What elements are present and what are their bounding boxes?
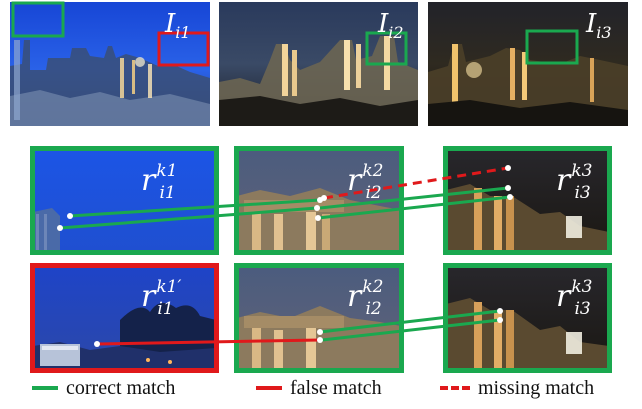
top-image-3-label: Ii3 xyxy=(585,9,612,42)
top-image-1-label: Ii1 xyxy=(164,9,191,42)
keypoint xyxy=(57,225,63,231)
row1-patch-2-label: rk2 i2 xyxy=(347,161,383,203)
keypoint xyxy=(94,341,100,347)
top-image-2 xyxy=(219,2,418,126)
correct-match-line xyxy=(59,206,318,230)
top-image-3 xyxy=(428,2,628,126)
correct-match-line xyxy=(317,195,511,220)
correct-match-line xyxy=(319,186,509,210)
keypoint xyxy=(321,195,327,201)
keypoint xyxy=(317,337,323,343)
row2-patch-1-label: rk1′ i1 xyxy=(141,277,181,319)
keypoint xyxy=(497,317,503,323)
legend-missing: missing match xyxy=(440,373,594,403)
keypoint xyxy=(507,194,513,200)
top-image-1 xyxy=(10,1,210,126)
row1-patch-1 xyxy=(30,146,219,255)
keypoint xyxy=(505,165,511,171)
row1-patch-1-label: rk1 i1 xyxy=(141,161,177,203)
keypoint xyxy=(497,308,503,314)
legend-swatch-correct xyxy=(32,386,58,390)
legend-label-missing: missing match xyxy=(478,376,595,399)
legend-label-correct: correct match xyxy=(66,376,176,399)
row2-patch-1 xyxy=(30,263,219,373)
legend-swatch-missing xyxy=(440,386,470,390)
row2-patch-3-label: rk3 i3 xyxy=(556,277,592,319)
false-region-box xyxy=(157,31,210,67)
correct-match-line xyxy=(319,309,501,334)
missing-match-line xyxy=(323,166,509,200)
keypoint xyxy=(315,215,321,221)
keypoint xyxy=(67,213,73,219)
keypoint xyxy=(317,329,323,335)
row1-patch-3-label: rk3 i3 xyxy=(556,161,592,203)
correct-region-box xyxy=(525,29,579,65)
keypoint xyxy=(505,185,511,191)
correct-match-line xyxy=(321,318,501,342)
legend-swatch-false xyxy=(256,386,282,390)
correct-region-box xyxy=(365,31,408,66)
legend-false: false match xyxy=(256,373,382,403)
legend-label-false: false match xyxy=(290,376,382,399)
row2-patch-2-label: rk2 i2 xyxy=(347,277,383,319)
keypoints xyxy=(57,165,513,347)
top-image-2-label: Ii2 xyxy=(377,9,404,42)
row2-patch-3 xyxy=(443,263,612,373)
correct-region-box xyxy=(11,1,65,38)
legend-correct: correct match xyxy=(32,373,175,403)
false-match-line xyxy=(96,338,321,346)
match-lines xyxy=(59,166,511,346)
keypoint xyxy=(314,205,320,211)
correct-match-line xyxy=(69,198,321,218)
